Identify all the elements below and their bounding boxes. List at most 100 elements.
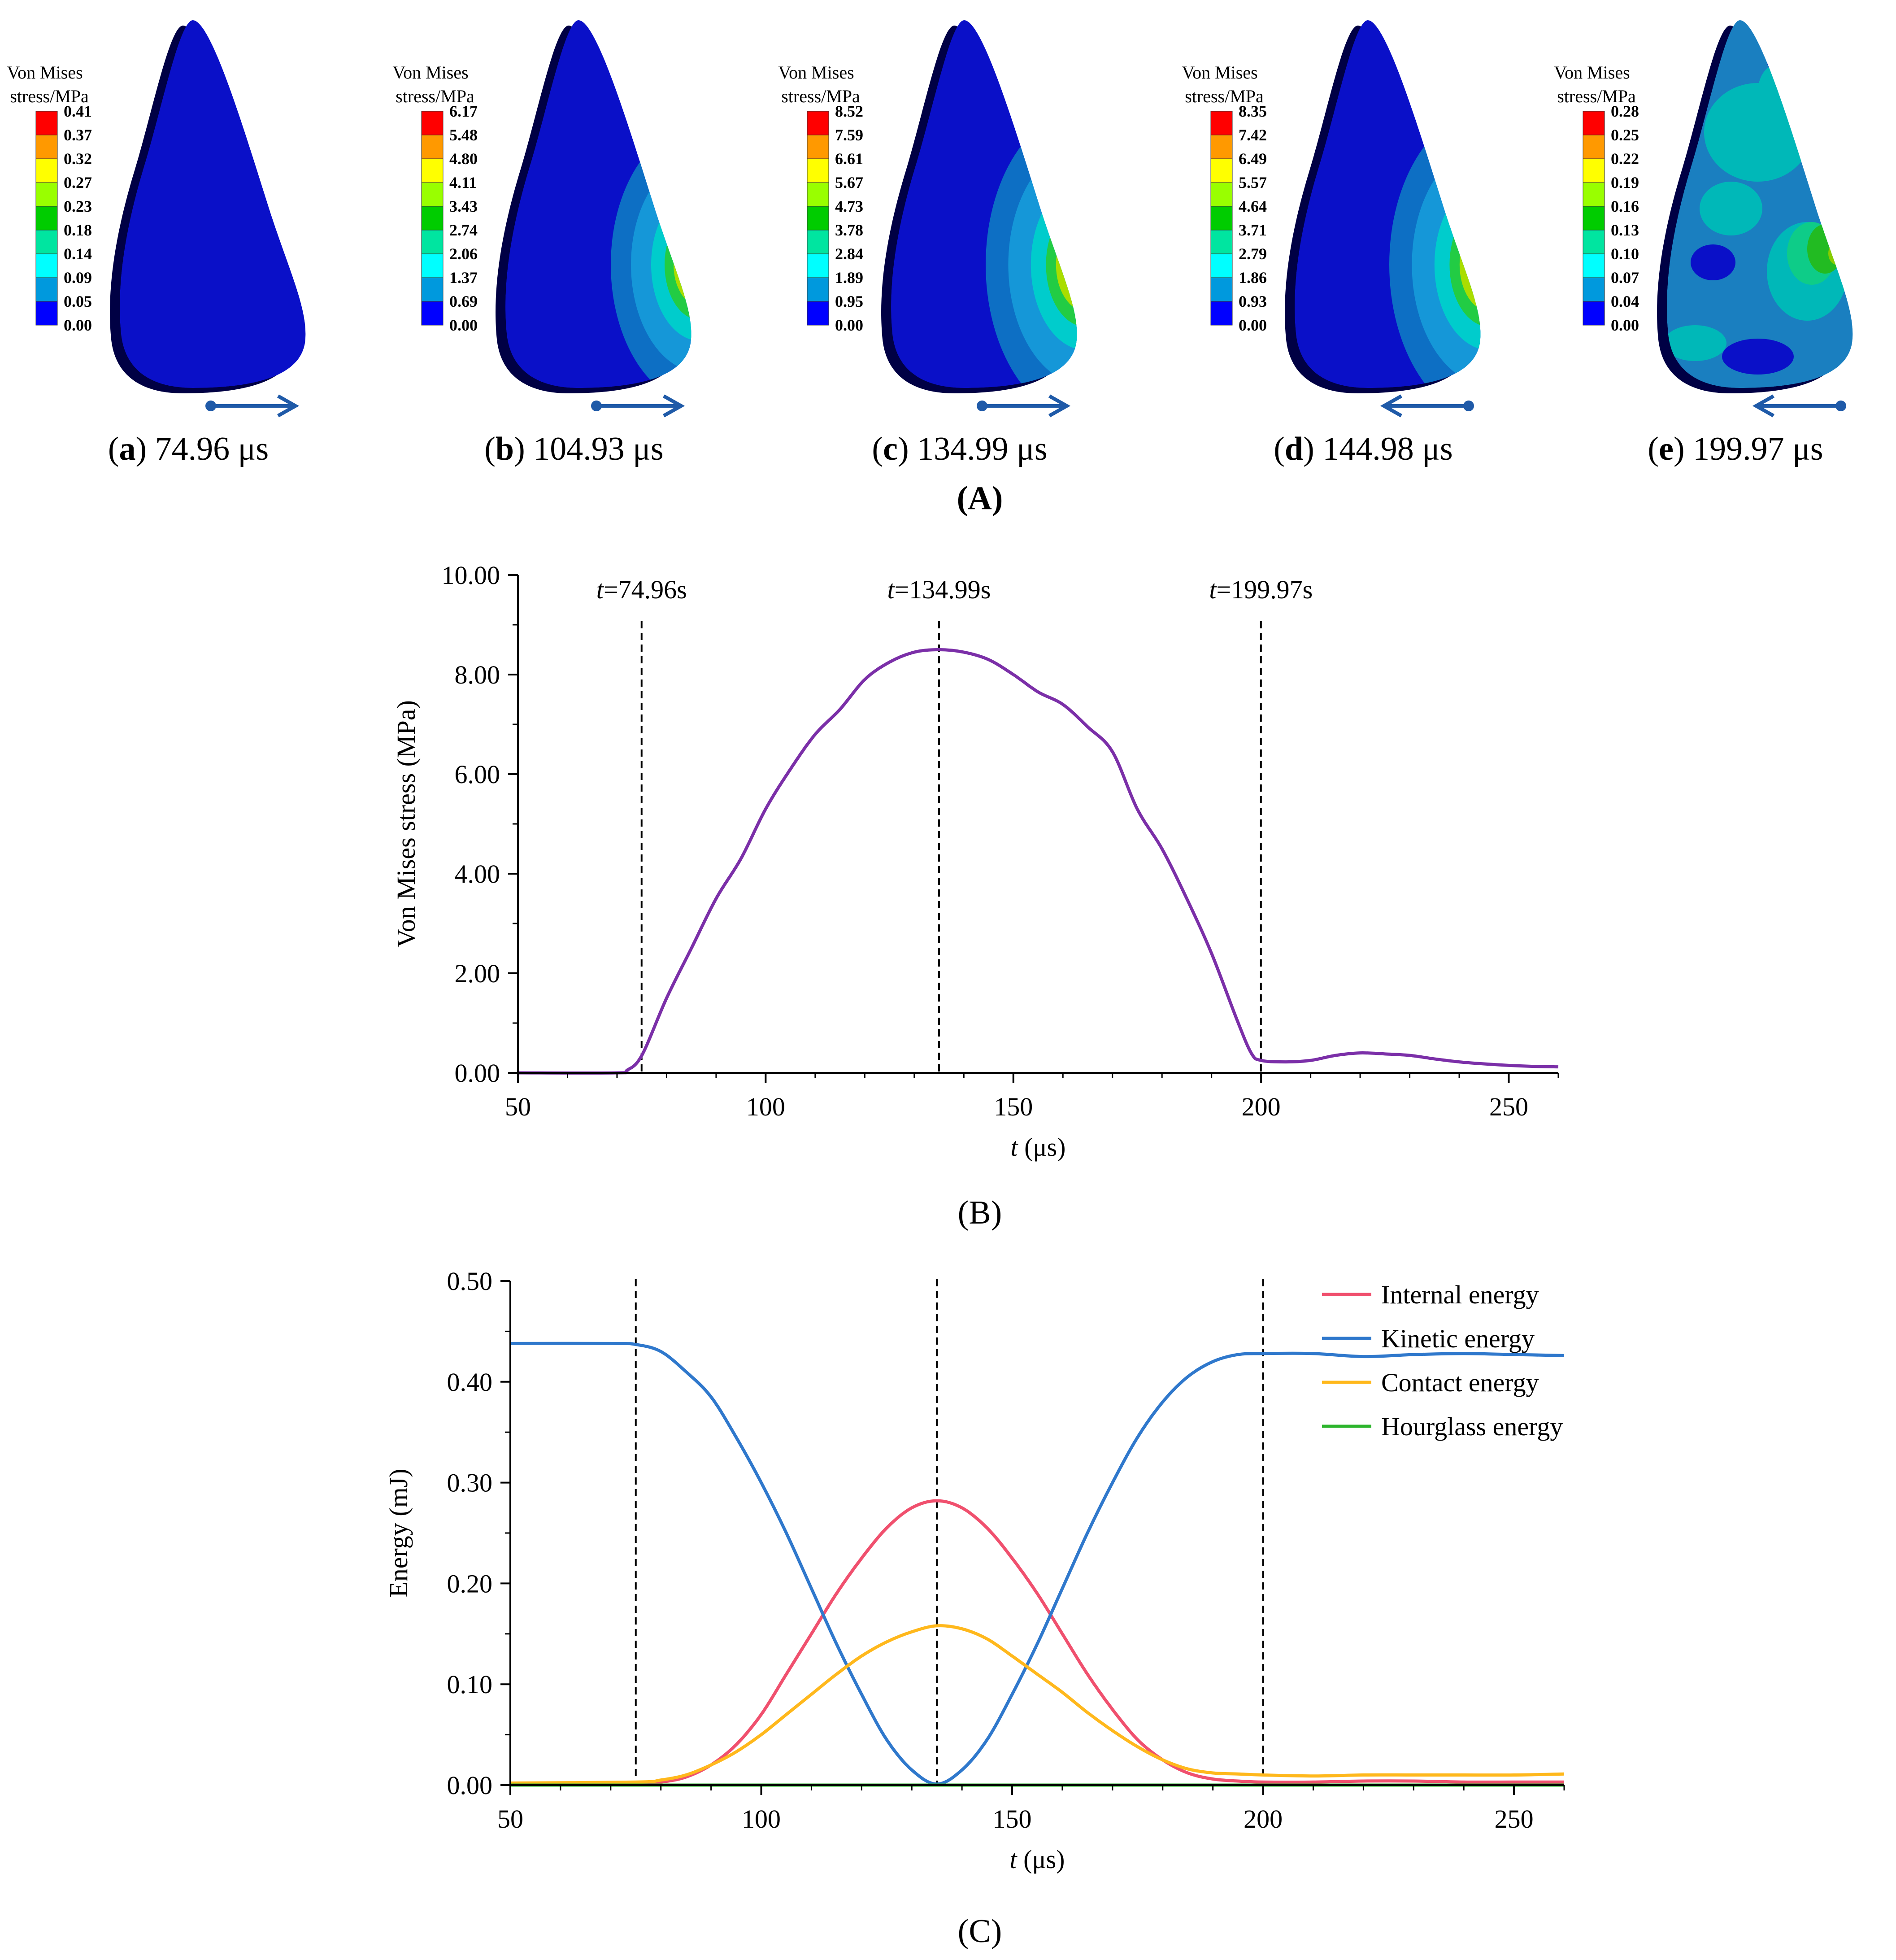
colorbar-title-line2: stress/MPa xyxy=(396,86,474,106)
colorbar-band xyxy=(421,277,444,302)
contour-band xyxy=(1704,83,1812,182)
contour-band xyxy=(1081,257,1091,273)
panel-c-label: (C) xyxy=(958,1913,1002,1950)
colorbar-tick: 0.22 xyxy=(1611,150,1639,168)
colorbar-band xyxy=(35,301,58,326)
colorbar-band xyxy=(35,135,58,159)
colorbar-band xyxy=(807,206,829,231)
legend-label: Kinetic energy xyxy=(1381,1324,1535,1353)
colorbar-tick: 0.00 xyxy=(64,316,92,334)
y-tick-label: 2.00 xyxy=(455,959,500,988)
legend: Internal energy Kinetic energy Contact ene… xyxy=(1322,1280,1563,1441)
colorbar-tick: 0.25 xyxy=(1611,126,1639,144)
colorbar-tick: 2.84 xyxy=(835,245,863,263)
y-axis-label: Energy (mJ) xyxy=(384,1468,413,1597)
colorbar-band xyxy=(807,182,829,207)
colorbar-tick: 0.09 xyxy=(64,269,92,287)
colorbar-tick: 0.00 xyxy=(1611,316,1639,334)
y-tick-label: 0.30 xyxy=(447,1468,493,1498)
x-axis-label: t (μs) xyxy=(1010,1845,1065,1874)
panel-a-label: (A) xyxy=(957,480,1003,517)
contour-band xyxy=(689,246,691,283)
arrow-head xyxy=(663,394,685,418)
droplet-contour xyxy=(110,20,313,393)
colorbar-band xyxy=(1210,277,1233,302)
colorbar-band xyxy=(807,230,829,254)
contour-band xyxy=(1073,244,1077,285)
colorbar-band xyxy=(1583,230,1605,254)
subplot-e: Von Mises stress/MPa 0.28 0.25 0.22 0.19… xyxy=(1554,20,1853,467)
colorbar-tick: 6.61 xyxy=(835,150,863,168)
colorbar-tick: 4.11 xyxy=(449,174,477,192)
subplot-caption: (a) 74.96 μs xyxy=(108,431,269,467)
contour-band xyxy=(308,261,313,269)
droplet-contour xyxy=(496,20,705,393)
contour-band xyxy=(1056,218,1077,312)
colorbar-band xyxy=(421,182,444,207)
colorbar-band xyxy=(1210,158,1233,183)
legend-label: Internal energy xyxy=(1381,1280,1539,1309)
arrow-tail-dot xyxy=(205,401,216,411)
colorbar-tick: 1.89 xyxy=(835,269,863,287)
subplot-caption: (b) 104.93 μs xyxy=(484,431,663,467)
colorbar-tick: 0.16 xyxy=(1611,197,1639,215)
velocity-arrow xyxy=(205,394,300,418)
series-line-contact-energy xyxy=(510,1624,1565,1785)
colorbar-title-line1: Von Mises xyxy=(1182,62,1257,83)
colorbar-band xyxy=(421,206,444,231)
y-tick-label: 0.00 xyxy=(455,1058,500,1088)
colorbar-tick: 3.71 xyxy=(1239,221,1267,239)
colorbar-band xyxy=(35,277,58,302)
x-tick-label: 250 xyxy=(1495,1804,1534,1834)
subplot-d: Von Mises stress/MPa 8.35 7.42 6.49 5.57… xyxy=(1182,20,1481,467)
colorbar-band xyxy=(1210,135,1233,159)
colorbar-title-line2: stress/MPa xyxy=(10,86,89,106)
colorbar-band xyxy=(1210,206,1233,231)
y-axis-label: Von Mises stress (MPa) xyxy=(391,700,421,948)
colorbar-title-line2: stress/MPa xyxy=(1557,86,1636,106)
colorbar-title-line1: Von Mises xyxy=(778,62,854,83)
colorbar-band xyxy=(421,135,444,159)
colorbar-tick: 3.78 xyxy=(835,221,863,239)
colorbar-tick: 0.27 xyxy=(64,174,92,192)
y-tick-label: 0.40 xyxy=(447,1368,493,1397)
arrow-head xyxy=(277,394,300,418)
colorbar-tick: 5.48 xyxy=(449,126,478,144)
arrow-tail-dot xyxy=(591,401,602,411)
colorbar-tick: 0.41 xyxy=(64,102,92,120)
legend-label: Contact energy xyxy=(1381,1368,1539,1397)
colorbar-tick: 0.93 xyxy=(1239,292,1267,310)
colorbar-tick: 5.57 xyxy=(1239,174,1267,192)
colorbar: Von Mises stress/MPa 0.41 0.37 0.32 0.27… xyxy=(7,62,92,334)
colorbar-band xyxy=(1583,182,1605,207)
colorbar-band xyxy=(35,182,58,207)
y-tick-label: 0.50 xyxy=(447,1267,493,1296)
subplot-letter: e xyxy=(1659,431,1674,467)
subplot-time: 199.97 μs xyxy=(1693,431,1823,467)
contour-band xyxy=(1691,244,1735,280)
colorbar-band xyxy=(807,301,829,326)
colorbar-tick: 2.06 xyxy=(449,245,478,263)
contour-band xyxy=(1667,325,1726,361)
colorbar-band xyxy=(1210,301,1233,326)
contour-band xyxy=(696,258,705,272)
contour-band xyxy=(1476,244,1481,285)
panel-b-label: (B) xyxy=(958,1194,1002,1231)
colorbar-band xyxy=(1583,253,1605,278)
subplot-letter: d xyxy=(1285,431,1303,467)
colorbar-band xyxy=(1583,111,1605,135)
series-line-internal-energy xyxy=(510,1499,1564,1785)
colorbar-tick: 0.18 xyxy=(64,221,92,239)
contour-band xyxy=(301,249,306,280)
colorbar-band xyxy=(1210,111,1233,135)
colorbar-band xyxy=(421,253,444,278)
velocity-arrow xyxy=(591,394,685,418)
subplot-caption: (c) 134.99 μs xyxy=(872,431,1047,467)
colorbar-band xyxy=(421,301,444,326)
colorbar-band xyxy=(35,158,58,183)
colorbar-tick: 0.07 xyxy=(1611,269,1639,287)
subplot-letter: b xyxy=(496,431,514,467)
colorbar-tick: 0.13 xyxy=(1611,221,1639,239)
colorbar-band xyxy=(1583,301,1605,326)
colorbar: Von Mises stress/MPa 0.28 0.25 0.22 0.19… xyxy=(1554,62,1639,334)
